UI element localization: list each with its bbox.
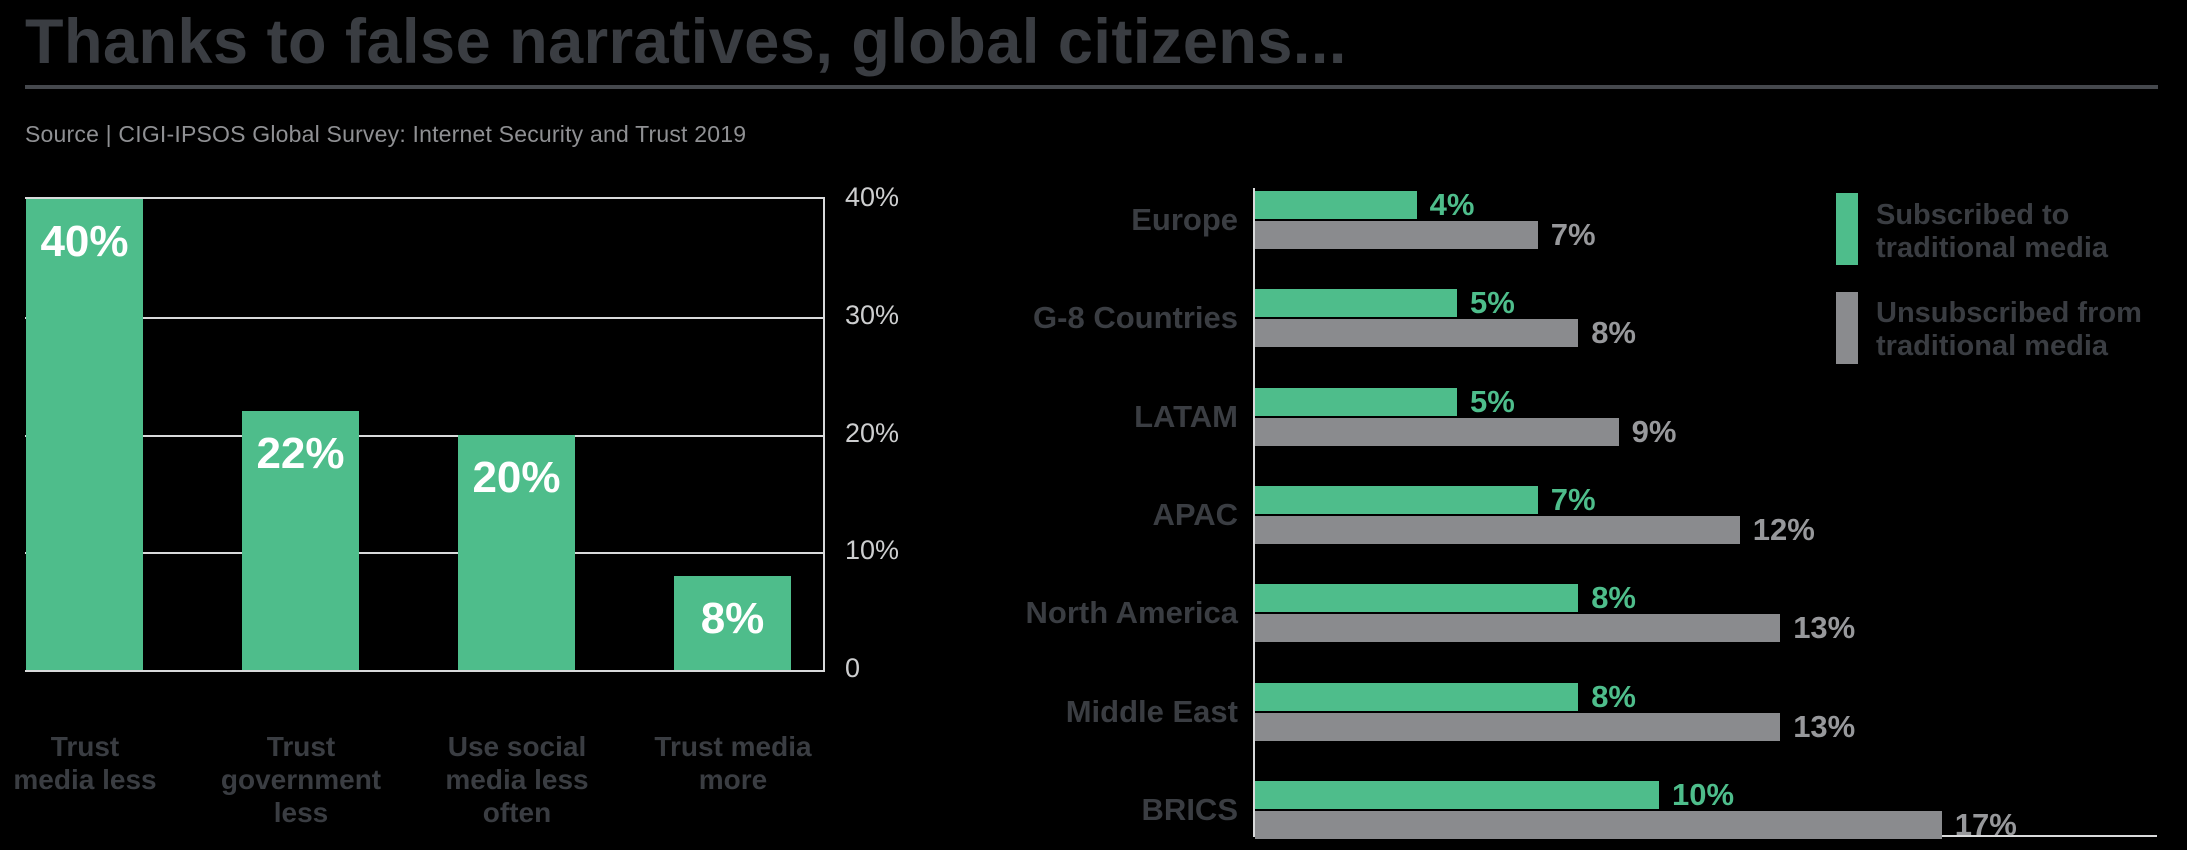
legend-label-subscribed: Subscribed to traditional media xyxy=(1876,199,2108,265)
legend-label-unsubscribed: Unsubscribed from traditional media xyxy=(1876,297,2142,363)
bar-value-label: 8% xyxy=(1591,580,1636,616)
category-label-europe: Europe xyxy=(1131,202,1238,237)
right-chart-y-axis-line xyxy=(1253,188,1255,837)
bar-trust-government-less: 22% xyxy=(242,410,359,670)
subscribed-bar-middle-east xyxy=(1255,682,1579,711)
bar-value-label: 12% xyxy=(1752,511,1815,547)
bar-value-label: 9% xyxy=(1631,413,1677,449)
legend-swatch-unsubscribed xyxy=(1836,292,1858,364)
x-category-label: Trust media more xyxy=(623,730,843,796)
category-label-latam: LATAM xyxy=(1134,398,1238,434)
bar-value-label: 8% xyxy=(1591,678,1636,714)
unsubscribed-bar-middle-east xyxy=(1255,712,1781,741)
bar-value-label: 17% xyxy=(1954,806,2017,842)
bar-value-label: 7% xyxy=(1550,217,1596,252)
legend-swatch-subscribed xyxy=(1836,193,1858,265)
unsubscribed-bar-north-america xyxy=(1255,614,1781,643)
bar-value-label: 5% xyxy=(1470,285,1515,321)
bar-use-social-media-less-often: 20% xyxy=(458,434,575,670)
y-tick-label: 40% xyxy=(845,182,900,212)
unsubscribed-bar-g-8-countries xyxy=(1255,319,1579,348)
x-category-label: Use social media less often xyxy=(407,730,627,829)
category-label-g-8-countries: G-8 Countries xyxy=(1033,300,1238,336)
x-category-label-line: Trust xyxy=(50,731,120,762)
bar-trust-media-less: 40% xyxy=(26,199,143,670)
x-axis-category-labels: Trust media less Trust government less Use so… xyxy=(13,730,885,840)
gridline-20pct xyxy=(25,434,823,437)
x-category-label-line: government xyxy=(220,764,382,795)
bar-value-label: 20% xyxy=(472,452,561,502)
y-axis-tick-labels: 40% 30% 20% 10% 0 xyxy=(845,182,935,683)
bar-value-label: 8% xyxy=(1591,315,1636,351)
page-title: Thanks to false narratives, global citiz… xyxy=(25,7,1347,77)
x-category-label: Trust media less xyxy=(0,730,195,796)
legend-label-line: traditional media xyxy=(1876,232,2109,264)
legend-label-line: Unsubscribed from xyxy=(1876,297,2142,329)
region-subscription-bar-chart: Europe 4% 7% G-8 Countries 5% 8% LATAM 5% 9% APAC… xyxy=(900,188,2180,843)
x-category-label: Trust government less xyxy=(191,730,411,829)
bar-value-label: 40% xyxy=(40,217,129,266)
x-category-label-line: Use social xyxy=(447,731,587,762)
bar-trust-media-more: 8% xyxy=(674,575,791,670)
x-category-label-line: media less xyxy=(13,764,157,795)
subscribed-bar-north-america xyxy=(1255,584,1579,613)
y-tick-label: 0 xyxy=(845,653,861,683)
subscribed-bar-g-8-countries xyxy=(1255,289,1457,318)
y-tick-label: 10% xyxy=(845,535,900,566)
unsubscribed-bar-apac xyxy=(1255,515,1740,544)
source-caption: Source | CIGI-IPSOS Global Survey: Inter… xyxy=(25,121,747,147)
category-label-north-america: North America xyxy=(1025,595,1238,631)
bar-value-label: 13% xyxy=(1793,708,1856,744)
bar-value-label: 5% xyxy=(1470,383,1515,419)
x-category-label-line: media less xyxy=(445,764,589,795)
y-tick-label: 30% xyxy=(845,299,900,330)
bar-value-label: 7% xyxy=(1550,481,1596,517)
subscribed-bar-europe xyxy=(1255,191,1417,219)
title-underline xyxy=(25,85,2158,89)
bar-value-label: 13% xyxy=(1793,610,1856,646)
unsubscribed-bar-europe xyxy=(1255,221,1538,249)
subscribed-bar-apac xyxy=(1255,485,1538,514)
legend-label-line: traditional media xyxy=(1876,330,2109,362)
category-label-brics: BRICS xyxy=(1141,791,1238,827)
unsubscribed-bar-brics xyxy=(1255,810,1942,839)
x-category-label-line: often xyxy=(482,797,552,828)
category-label-apac: APAC xyxy=(1152,496,1238,532)
subscribed-bar-brics xyxy=(1255,780,1659,809)
bar-value-label: 8% xyxy=(700,593,765,643)
bar-value-label: 4% xyxy=(1429,187,1475,222)
category-label-middle-east: Middle East xyxy=(1065,693,1238,729)
legend-label-line: Subscribed to xyxy=(1876,199,2070,231)
x-category-label-line: more xyxy=(698,764,768,795)
x-category-label-line: Trust media xyxy=(654,731,812,762)
x-category-label-line: less xyxy=(273,797,329,828)
gridline-10pct xyxy=(25,552,823,555)
left-plot-area: 40% 22% 20% 8% xyxy=(25,197,825,672)
subscribed-bar-latam xyxy=(1255,387,1457,416)
x-category-label-line: Trust xyxy=(266,731,336,762)
y-tick-label: 20% xyxy=(845,417,900,448)
bar-value-label: 22% xyxy=(256,428,345,478)
unsubscribed-bar-latam xyxy=(1255,417,1619,446)
bar-value-label: 10% xyxy=(1672,776,1735,812)
gridline-30pct xyxy=(25,316,823,319)
